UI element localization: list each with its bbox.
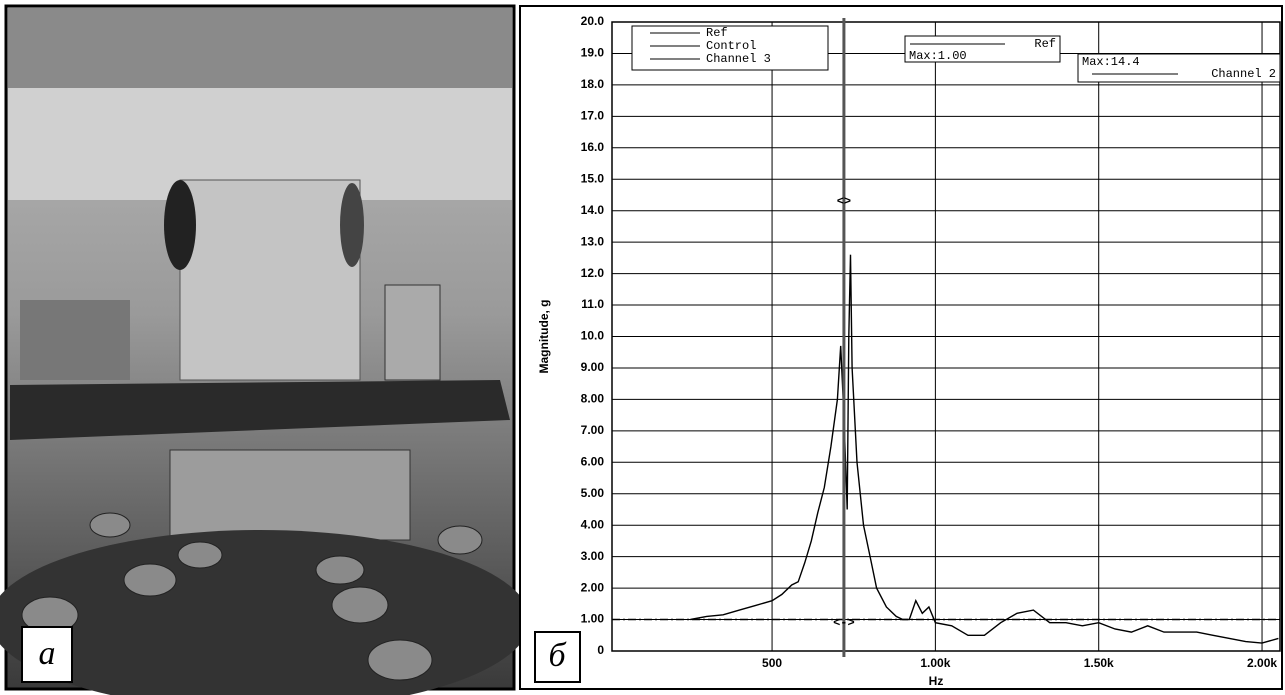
max-box (1077, 53, 1281, 83)
photo: а (0, 4, 530, 695)
y-tick-label: 8.00 (581, 392, 605, 406)
panel-label: б (548, 637, 567, 674)
x-tick-label: 1.00k (920, 656, 950, 670)
max-series-label: Ref (1034, 37, 1056, 51)
fixture-end (340, 183, 364, 267)
y-tick-label: 7.00 (581, 423, 605, 437)
y-tick-label: 16.0 (581, 140, 605, 154)
legend-label: Channel 3 (706, 52, 771, 66)
x-axis-label: Hz (929, 674, 944, 688)
y-tick-label: 11.0 (581, 297, 604, 311)
series-line (690, 254, 1279, 644)
y-tick-label: 19.0 (581, 46, 605, 60)
y-tick-label: 5.00 (581, 486, 605, 500)
cursor-marker: <-> (833, 616, 855, 630)
background-machine (20, 300, 130, 380)
cursor-marker: <> (837, 194, 851, 208)
y-tick-label: 2.00 (581, 580, 605, 594)
y-tick-label: 20.0 (581, 14, 605, 28)
hall (8, 88, 512, 200)
ceiling (8, 8, 512, 88)
y-tick-label: 18.0 (581, 77, 605, 91)
y-tick-label: 3.00 (581, 549, 605, 563)
panel-label-box (534, 631, 581, 683)
y-tick-label: 17.0 (581, 109, 605, 123)
y-tick-label: 6.00 (581, 454, 605, 468)
y-tick-label: 12.0 (581, 266, 605, 280)
max-box (904, 35, 1061, 63)
door (384, 284, 441, 381)
y-tick-label: 4.00 (581, 517, 605, 531)
y-tick-label: 10.0 (581, 329, 605, 343)
x-tick-label: 2.00k (1247, 656, 1277, 670)
legend-label: Ref (706, 26, 728, 40)
bolts (21, 512, 483, 681)
y-tick-label: 14.0 (581, 203, 605, 217)
x-tick-label: 500 (762, 656, 782, 670)
y-tick-label: 9.00 (581, 360, 605, 374)
y-tick-label: 13.0 (581, 234, 605, 248)
max-label: Max:14.4 (1082, 55, 1140, 69)
panel-label-box (21, 626, 73, 683)
y-tick-label: 1.00 (581, 612, 605, 626)
crossbar (10, 380, 510, 440)
legend-label: Control (706, 39, 756, 53)
max-label: Max:1.00 (909, 49, 967, 63)
panel-label: а (39, 635, 56, 672)
base-ring (169, 449, 411, 541)
y-tick-label: 15.0 (581, 171, 605, 185)
fixture-end (164, 180, 196, 270)
max-series-label: Channel 2 (1211, 67, 1276, 81)
fixture (179, 179, 361, 381)
y-axis-label: Magnitude, g (537, 300, 551, 374)
x-tick-label: 1.50k (1084, 656, 1114, 670)
chart: 0 1.00 2.00 3.00 4.00 5.00 6.00 7.00 8.00 9.00 10.… (537, 14, 1281, 688)
y-tick-label: 0 (597, 643, 604, 657)
